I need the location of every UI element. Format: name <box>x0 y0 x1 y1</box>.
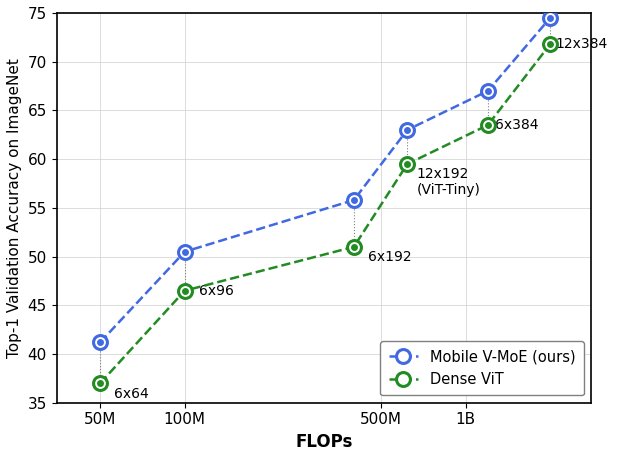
Mobile V-MoE (ours) <box>484 88 491 93</box>
Text: 6x64: 6x64 <box>114 387 149 401</box>
Text: 12x384: 12x384 <box>555 37 607 51</box>
Text: 6x96: 6x96 <box>198 284 234 298</box>
Dense ViT <box>546 41 554 47</box>
Text: 6x384: 6x384 <box>495 118 538 132</box>
Text: 12x192
(ViT-Tiny): 12x192 (ViT-Tiny) <box>417 167 481 197</box>
X-axis label: FLOPs: FLOPs <box>295 433 353 451</box>
Mobile V-MoE (ours) <box>404 127 411 133</box>
Dense ViT <box>484 122 491 128</box>
Dense ViT <box>404 161 411 167</box>
Mobile V-MoE (ours) <box>96 339 104 345</box>
Dense ViT <box>96 381 104 386</box>
Legend: Mobile V-MoE (ours), Dense ViT: Mobile V-MoE (ours), Dense ViT <box>380 341 584 396</box>
Text: 6x192: 6x192 <box>368 250 412 264</box>
Mobile V-MoE (ours) <box>181 249 188 255</box>
Dense ViT <box>350 244 358 250</box>
Line: Dense ViT: Dense ViT <box>93 37 557 390</box>
Y-axis label: Top-1 Validation Accuracy on ImageNet: Top-1 Validation Accuracy on ImageNet <box>7 58 22 358</box>
Mobile V-MoE (ours) <box>350 197 358 203</box>
Dense ViT <box>181 288 188 294</box>
Line: Mobile V-MoE (ours): Mobile V-MoE (ours) <box>93 11 557 349</box>
Mobile V-MoE (ours) <box>546 15 554 21</box>
